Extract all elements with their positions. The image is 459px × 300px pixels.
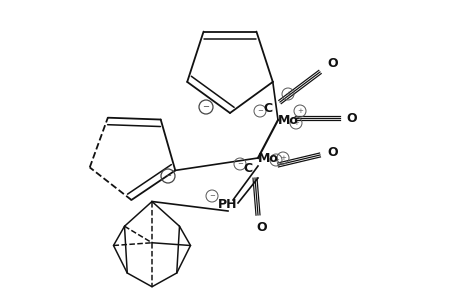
Text: Mo: Mo bbox=[277, 113, 298, 127]
Text: O: O bbox=[256, 221, 267, 235]
Text: +: + bbox=[292, 120, 298, 126]
Text: −: − bbox=[164, 172, 171, 181]
Text: −: − bbox=[208, 193, 214, 199]
Text: C: C bbox=[243, 161, 252, 175]
Text: Mo: Mo bbox=[257, 152, 278, 164]
Text: C: C bbox=[263, 101, 272, 115]
Text: +: + bbox=[273, 157, 278, 163]
Text: −: − bbox=[236, 161, 242, 167]
Text: −: − bbox=[202, 103, 209, 112]
Text: +: + bbox=[297, 108, 302, 114]
Text: +: + bbox=[280, 155, 285, 161]
Text: O: O bbox=[346, 112, 357, 124]
Text: O: O bbox=[327, 56, 337, 70]
Text: PH: PH bbox=[218, 199, 237, 212]
Text: O: O bbox=[327, 146, 337, 158]
Text: +: + bbox=[285, 91, 290, 97]
Text: −: − bbox=[257, 108, 263, 114]
